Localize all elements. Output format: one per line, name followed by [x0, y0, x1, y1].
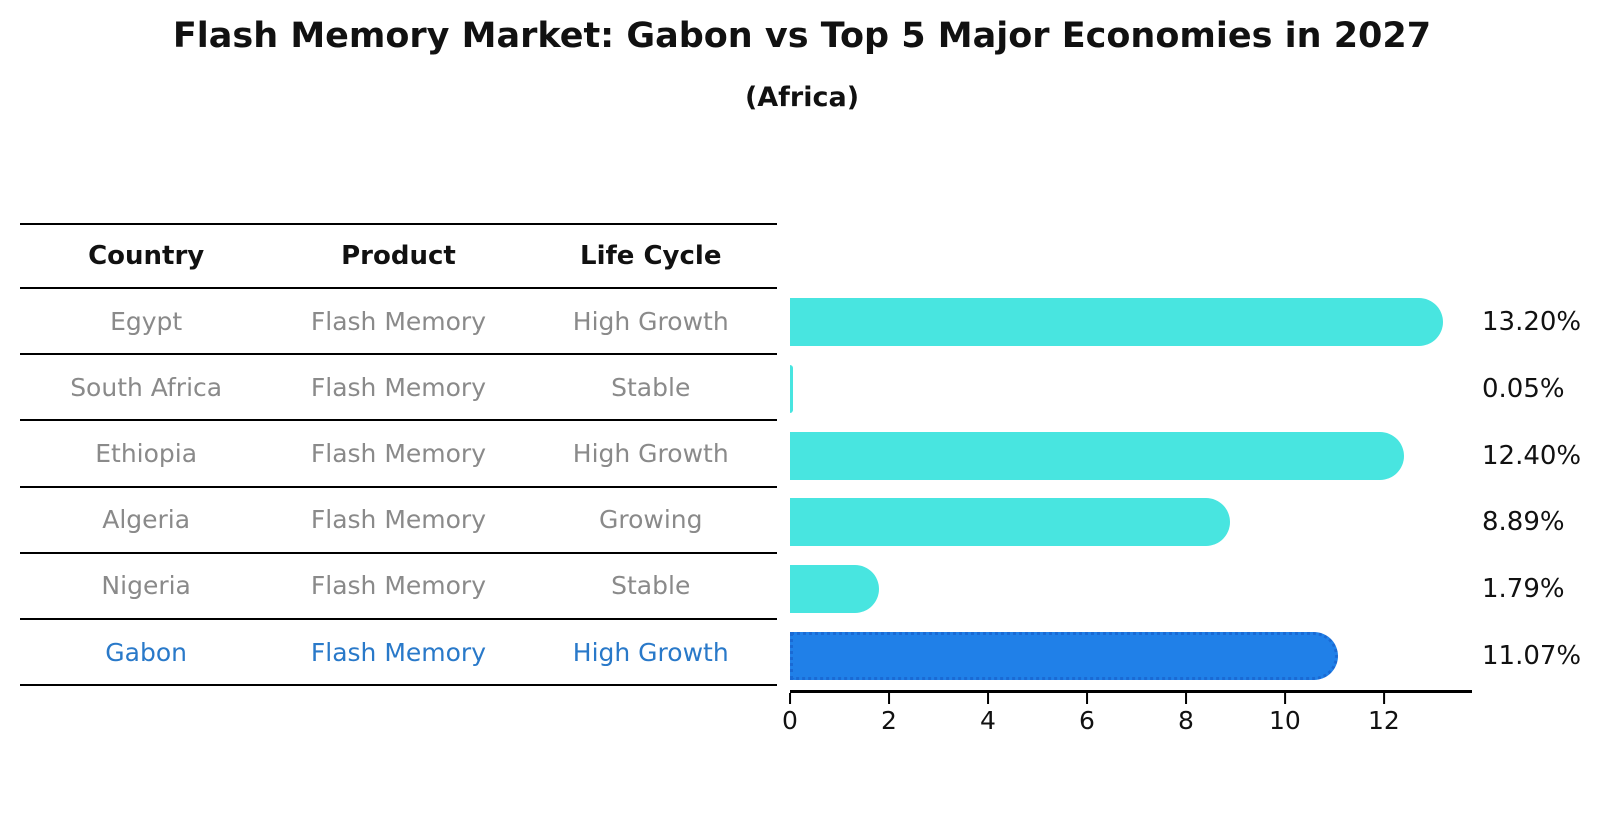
- cell-life-cycle: High Growth: [572, 438, 729, 468]
- cell-product: Flash Memory: [310, 571, 487, 601]
- x-axis-line: [790, 690, 1472, 693]
- x-tick-label: 8: [1177, 706, 1194, 735]
- x-tick-mark: [1085, 693, 1089, 704]
- x-tick-label: 12: [1367, 706, 1400, 735]
- table-row: South Africa Flash Memory Stable: [20, 355, 777, 422]
- table-row: Algeria Flash Memory Growing: [20, 488, 777, 554]
- table-row: Ethiopia Flash Memory High Growth: [20, 421, 777, 488]
- cell-life-cycle: Stable: [611, 571, 691, 601]
- value-label: 8.89%: [1482, 507, 1565, 538]
- bar-row: [790, 556, 1470, 623]
- cell-country: Nigeria: [101, 571, 191, 601]
- cell-product: Flash Memory: [310, 505, 487, 535]
- bar: [790, 431, 1404, 480]
- bar-chart: [790, 289, 1470, 689]
- x-tick-label: 6: [1078, 706, 1095, 735]
- cell-country: South Africa: [70, 372, 223, 402]
- value-label-row: 11.07%: [1482, 622, 1602, 689]
- x-tick-mark: [887, 693, 891, 704]
- x-tick: 10: [1269, 693, 1301, 735]
- x-tick-label: 0: [782, 706, 798, 735]
- header-cell-product: Product: [341, 241, 456, 271]
- x-tick: 0: [782, 693, 798, 735]
- x-tick-label: 2: [881, 706, 897, 735]
- x-tick-mark: [986, 693, 990, 704]
- x-tick-mark: [1382, 693, 1386, 704]
- table-row: Nigeria Flash Memory Stable: [20, 554, 777, 620]
- x-tick: 2: [881, 693, 897, 735]
- x-tick: 6: [1079, 693, 1095, 735]
- cell-life-cycle: Growing: [598, 505, 703, 535]
- bar-row: [790, 489, 1470, 556]
- bar-highlighted: [790, 631, 1338, 680]
- table-row: Egypt Flash Memory High Growth: [20, 289, 777, 356]
- cell-country: Algeria: [102, 505, 191, 535]
- bar-row: [790, 356, 1470, 423]
- value-label: 1.79%: [1482, 573, 1565, 604]
- bar-row: [790, 622, 1470, 689]
- x-tick-label: 4: [980, 706, 996, 735]
- cell-product: Flash Memory: [310, 438, 487, 468]
- value-labels: 13.20% 0.05% 12.40% 8.89% 1.79% 11.07%: [1482, 289, 1602, 689]
- cell-product: Flash Memory: [310, 306, 487, 336]
- value-label-row: 1.79%: [1482, 556, 1602, 623]
- value-label: 11.07%: [1482, 640, 1582, 671]
- cell-product: Flash Memory: [310, 637, 487, 667]
- value-label-row: 0.05%: [1482, 356, 1602, 423]
- x-tick: 8: [1178, 693, 1194, 735]
- x-axis: 0 2 4 6 8 10 12: [782, 693, 1470, 739]
- table-row-highlighted: Gabon Flash Memory High Growth: [20, 620, 777, 687]
- value-label-row: 8.89%: [1482, 489, 1602, 556]
- cell-product: Flash Memory: [310, 372, 487, 402]
- value-label: 13.20%: [1482, 307, 1582, 338]
- bar-row: [790, 422, 1470, 489]
- cell-country: Gabon: [105, 637, 187, 667]
- cell-life-cycle: Stable: [611, 372, 691, 402]
- x-tick-label: 10: [1268, 706, 1301, 735]
- x-tick-mark: [1184, 693, 1188, 704]
- bar: [790, 498, 1230, 547]
- cell-life-cycle: High Growth: [572, 306, 729, 336]
- bar-row: [790, 289, 1470, 356]
- x-tick-mark: [788, 693, 792, 704]
- header-cell-life-cycle: Life Cycle: [580, 241, 722, 271]
- page-subtitle: (Africa): [744, 82, 860, 113]
- bar: [790, 298, 1444, 347]
- cell-life-cycle: High Growth: [572, 637, 729, 667]
- cell-country: Egypt: [110, 306, 183, 336]
- x-tick-mark: [1283, 693, 1287, 704]
- page-title: Flash Memory Market: Gabon vs Top 5 Majo…: [172, 16, 1432, 56]
- value-label: 12.40%: [1482, 440, 1582, 471]
- value-label-row: 12.40%: [1482, 422, 1602, 489]
- bar: [790, 364, 793, 413]
- header-cell-country: Country: [88, 241, 205, 271]
- bar: [790, 564, 879, 613]
- table-header: Country Product Life Cycle: [20, 223, 777, 289]
- cell-country: Ethiopia: [95, 438, 198, 468]
- x-tick: 12: [1368, 693, 1400, 735]
- value-label-row: 13.20%: [1482, 289, 1602, 356]
- x-tick: 4: [980, 693, 996, 735]
- data-table: Country Product Life Cycle Egypt Flash M…: [20, 223, 777, 687]
- value-label: 0.05%: [1482, 373, 1565, 404]
